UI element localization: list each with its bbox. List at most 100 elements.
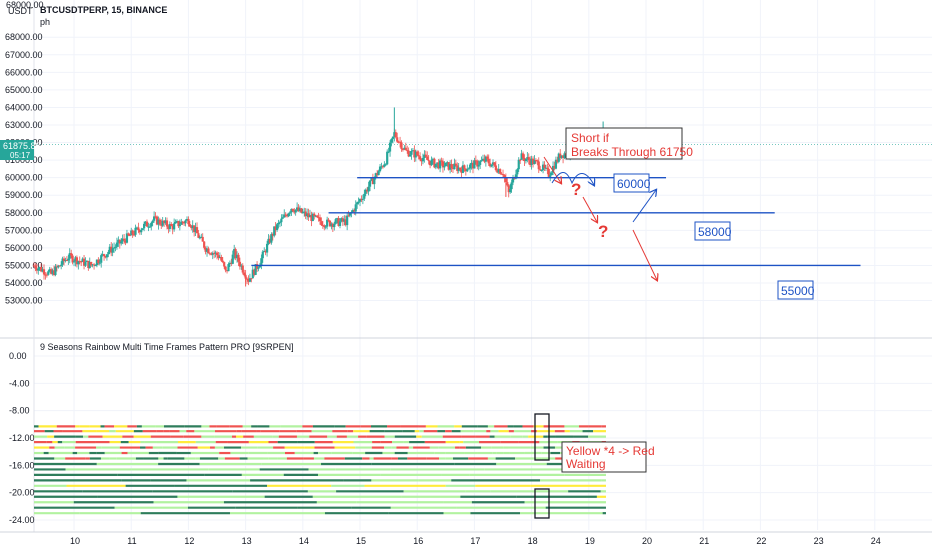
candle-body — [391, 136, 395, 139]
highlight-bracket-top[interactable] — [534, 413, 550, 461]
question-mark-1[interactable]: ? — [571, 180, 581, 199]
candle-body — [281, 217, 284, 219]
indicator-short-label[interactable]: ph — [40, 17, 50, 27]
candle-body — [463, 165, 466, 169]
time-tick-label: 23 — [814, 536, 824, 546]
yellow-note-line2: Waiting — [566, 457, 606, 471]
candle-body — [426, 156, 429, 160]
indicator-axis[interactable]: 0.00 -4.00 -8.00 -12.00 -16.00 -20.00 -24.00 — [9, 351, 35, 525]
time-tick-label: 17 — [470, 536, 480, 546]
bounce-curve[interactable] — [551, 172, 594, 185]
candle-body — [371, 177, 374, 185]
candle-body — [323, 225, 326, 228]
candle-body — [217, 255, 220, 258]
indicator-tick-label: -8.00 — [9, 406, 30, 416]
candle-body — [40, 266, 43, 272]
candle-body — [520, 153, 523, 160]
candle-body — [457, 167, 460, 171]
highlight-bracket-bottom[interactable] — [534, 488, 550, 519]
candle-body — [344, 219, 347, 226]
candle-body — [195, 227, 199, 234]
candle-body — [304, 211, 307, 217]
candle-body — [238, 261, 242, 267]
level-label-58000-text: 58000 — [698, 225, 732, 239]
candle-body — [440, 160, 443, 162]
candle-body — [243, 272, 246, 276]
candle-body — [406, 150, 409, 152]
arrow-red-down-1[interactable] — [543, 156, 561, 183]
candle-body — [132, 234, 136, 236]
candle-body — [208, 253, 211, 255]
candle-body — [110, 246, 113, 253]
candle-body — [471, 162, 475, 169]
candle-body — [388, 142, 392, 152]
time-tick-label: 21 — [699, 536, 709, 546]
candle-body — [271, 234, 274, 236]
candle-body — [378, 166, 382, 172]
candle-body — [218, 257, 221, 259]
candle-body — [403, 147, 406, 150]
candle-body — [393, 132, 396, 137]
level-label-60000[interactable]: 60000 — [613, 173, 651, 193]
candle-body — [100, 255, 103, 263]
indicator-title[interactable]: 9 Seasons Rainbow Multi Time Frames Patt… — [40, 342, 294, 352]
level-label-55000[interactable]: 55000 — [777, 280, 815, 300]
candle-body — [220, 257, 223, 261]
candle-body — [384, 164, 387, 166]
candle-body — [210, 253, 213, 255]
candle-body — [307, 213, 310, 218]
arrow-red-down-2[interactable] — [582, 196, 597, 222]
candle-body — [52, 270, 56, 275]
candle-body — [306, 213, 309, 217]
candle-body — [131, 230, 134, 235]
candle-body — [70, 253, 73, 256]
candle-body — [198, 237, 201, 239]
candle-body — [340, 218, 343, 222]
candle-body — [401, 149, 405, 151]
indicator-tick-label: -4.00 — [9, 378, 30, 388]
candle-body — [374, 173, 377, 178]
candle-body — [37, 268, 40, 271]
candle-body — [98, 262, 101, 264]
candle-body — [224, 266, 227, 271]
candle-body — [230, 262, 233, 264]
candle-body — [35, 268, 38, 271]
candle-body — [285, 215, 289, 217]
symbol-title[interactable]: BTCUSDTPERP, 15, BINANCE — [40, 5, 167, 15]
candle-body — [294, 209, 297, 213]
yellow-note[interactable]: Yellow *4 -> Red Waiting — [561, 441, 655, 473]
price-tick-label: 60000.00 — [5, 173, 43, 183]
candle-body — [529, 160, 532, 165]
candle-body — [144, 221, 147, 224]
candle-body — [496, 170, 499, 173]
candle-body — [543, 164, 546, 169]
candle-body — [499, 169, 502, 174]
candle-body — [184, 220, 187, 224]
time-tick-label: 20 — [642, 536, 652, 546]
candle-body — [483, 158, 486, 162]
candle-body — [55, 266, 58, 268]
time-axis[interactable]: 10 11 12 13 14 15 16 17 18 19 20 21 22 23 24 — [70, 536, 881, 546]
candle-body — [417, 155, 420, 157]
candle-body — [288, 212, 292, 214]
candle-body — [341, 218, 344, 222]
candle-body — [164, 220, 167, 224]
arrow-blue-up[interactable] — [632, 190, 656, 223]
time-tick-label: 13 — [242, 536, 252, 546]
arrow-red-down-3[interactable] — [632, 229, 657, 280]
candle-body — [481, 158, 485, 161]
candle-body — [494, 165, 497, 171]
candle-body — [51, 270, 54, 274]
candle-body — [411, 150, 415, 152]
candle-body — [65, 260, 68, 262]
question-mark-2[interactable]: ? — [598, 222, 608, 241]
level-label-58000[interactable]: 58000 — [694, 221, 732, 241]
candle-body — [563, 153, 566, 159]
price-axis[interactable]: 53000.00 54000.00 55000.00 56000.00 57000.00… — [5, 32, 43, 305]
candle-body — [334, 219, 337, 224]
candle-body — [265, 243, 269, 253]
candle-body — [125, 233, 129, 243]
candles — [32, 107, 605, 287]
short-note[interactable]: Short if Breaks Through 61750 — [565, 127, 693, 160]
